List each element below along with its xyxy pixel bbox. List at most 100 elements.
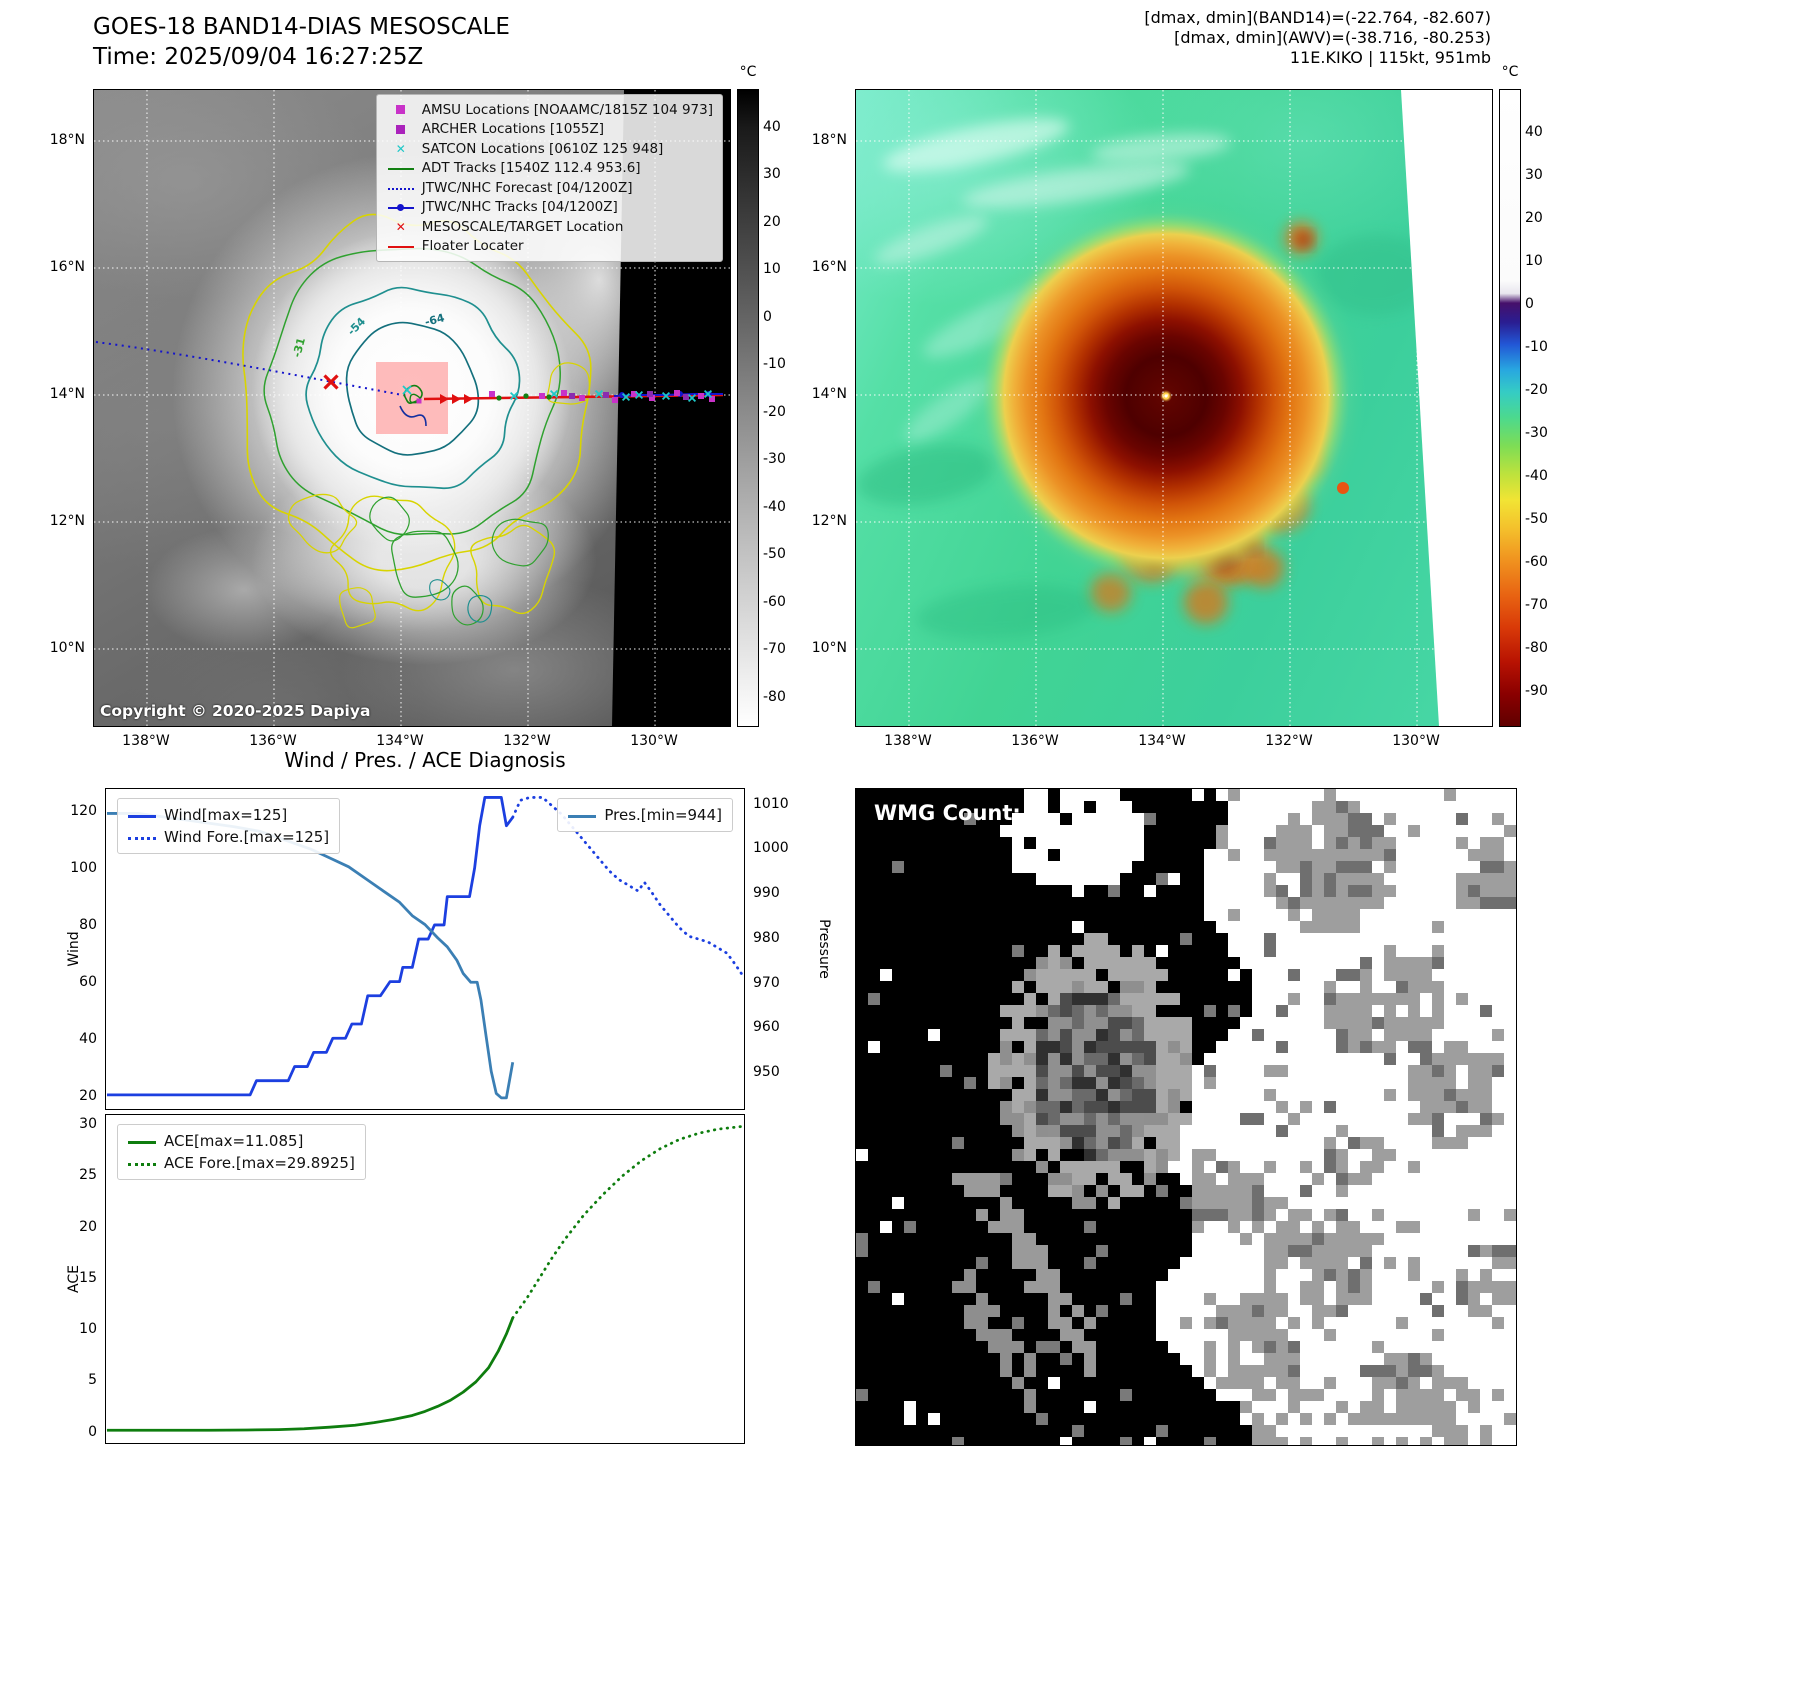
lon-tick-label: 138°W — [122, 733, 170, 749]
wmg-count-label: WMG Count: 0 — [874, 801, 1043, 825]
awv-satellite-map — [855, 89, 1493, 727]
y-axis-tick-label: 0 — [88, 1423, 97, 1440]
legend-entry: Wind[max=125] — [128, 804, 329, 826]
colorbar-tick-label: -50 — [763, 546, 786, 563]
colorbar-tick-label: -60 — [1525, 553, 1548, 570]
colorbar-tick-label: -30 — [1525, 424, 1548, 441]
lon-tick-label: 132°W — [1265, 733, 1313, 749]
dmax-dmin-awv: [dmax, dmin](AWV)=(-38.716, -80.253) — [1174, 28, 1491, 47]
wind-axis-label: Wind — [66, 931, 82, 967]
band14-title: GOES-18 BAND14-DIAS MESOSCALE — [93, 14, 510, 40]
lon-tick-label: 130°W — [1392, 733, 1440, 749]
y-axis-tick-label: 1010 — [753, 795, 789, 812]
colorbar-tick-label: -50 — [1525, 510, 1548, 527]
colorbar-tick-label: -40 — [763, 498, 786, 515]
legend-item-label: AMSU Locations [NOAAMC/1815Z 104 973] — [421, 101, 713, 118]
legend-item: JTWC/NHC Tracks [04/1200Z] — [386, 198, 713, 218]
legend-entry: Wind Fore.[max=125] — [128, 826, 329, 848]
y-axis-tick-label: 5 — [88, 1372, 97, 1389]
x-marker-icon: ✕ — [395, 141, 406, 156]
square-marker-icon — [386, 103, 416, 117]
line-swatch-icon — [128, 814, 156, 818]
lon-tick-label: 138°W — [884, 733, 932, 749]
legend-item: ✕ MESOSCALE/TARGET Location — [386, 217, 713, 237]
copyright-watermark: Copyright © 2020-2025 Dapiya — [100, 702, 371, 720]
colorbar-tick-label: -20 — [1525, 381, 1548, 398]
ace-legend: ACE[max=11.085] ACE Fore.[max=29.8925] — [117, 1124, 366, 1180]
colorbar-tick-label: 20 — [763, 213, 781, 230]
legend-entry-label: Wind[max=125] — [164, 806, 288, 824]
colorbar-tick-label: -70 — [1525, 596, 1548, 613]
legend-entry: ACE[max=11.085] — [128, 1130, 355, 1152]
band14-time: Time: 2025/09/04 16:27:25Z — [93, 44, 424, 70]
lat-tick-label: 10°N — [811, 640, 847, 657]
wmg-microwave-panel: WMG Count: 0 — [855, 788, 1517, 1446]
legend-item: Floater Locater — [386, 237, 713, 257]
legend-entry-label: ACE Fore.[max=29.8925] — [164, 1154, 355, 1172]
lon-tick-label: 136°W — [1011, 733, 1059, 749]
colorbar-tick-label: 30 — [1525, 166, 1543, 183]
lat-tick-label: 14°N — [49, 386, 85, 403]
y-axis-tick-label: 80 — [79, 916, 97, 933]
awv-colorbar-unit: °C — [1501, 64, 1519, 80]
pressure-legend: Pres.[min=944] — [557, 798, 733, 832]
x-marker-icon: ✕ — [395, 219, 406, 234]
lon-tick-label: 134°W — [376, 733, 424, 749]
colorbar-tick-label: -70 — [763, 641, 786, 658]
ace-axis-label: ACE — [66, 1265, 82, 1293]
y-axis-tick-label: 1000 — [753, 840, 789, 857]
lat-tick-label: 14°N — [811, 386, 847, 403]
lat-tick-label: 18°N — [49, 132, 85, 148]
legend-item-label: JTWC/NHC Forecast [04/1200Z] — [421, 179, 633, 196]
svg-text:-31: -31 — [290, 336, 308, 359]
rainbow-colorbar-gradient — [1500, 90, 1520, 726]
line-swatch-icon — [128, 1140, 156, 1144]
y-axis-tick-label: 30 — [79, 1116, 97, 1133]
legend-item: JTWC/NHC Forecast [04/1200Z] — [386, 178, 713, 198]
y-axis-tick-label: 970 — [753, 974, 780, 991]
wmg-pixel-image — [856, 789, 1516, 1445]
diagnosis-title: Wind / Pres. / ACE Diagnosis — [284, 748, 566, 772]
grayscale-colorbar-gradient — [738, 90, 758, 726]
square-marker-icon — [386, 122, 416, 136]
lon-tick-label: 130°W — [630, 733, 678, 749]
dmax-dmin-band14: [dmax, dmin](BAND14)=(-22.764, -82.607) — [1144, 8, 1491, 27]
y-axis-tick-label: 120 — [70, 802, 97, 819]
band14-colorbar — [737, 89, 759, 727]
lon-tick-label: 134°W — [1138, 733, 1186, 749]
line-swatch-icon — [568, 814, 597, 818]
colorbar-tick-label: -10 — [763, 356, 786, 373]
colorbar-tick-label: 30 — [763, 166, 781, 183]
colorbar-tick-label: -20 — [763, 403, 786, 420]
colorbar-tick-label: -30 — [763, 451, 786, 468]
y-axis-tick-label: 990 — [753, 885, 780, 902]
svg-text:-64: -64 — [423, 311, 446, 329]
y-axis-tick-label: 10 — [79, 1321, 97, 1338]
lat-tick-label: 18°N — [811, 132, 847, 148]
band14-colorb­ar-unit: °C — [739, 64, 757, 80]
dotted-line-swatch-icon — [128, 836, 156, 840]
legend-item-label: ADT Tracks [1540Z 112.4 953.6] — [421, 160, 641, 177]
colorbar-tick-label: 10 — [1525, 252, 1543, 269]
awv-header: [dmax, dmin](BAND14)=(-22.764, -82.607) … — [1000, 8, 1491, 68]
line-marker-icon — [386, 161, 416, 175]
lat-tick-label: 12°N — [811, 513, 847, 530]
storm-id-intensity: 11E.KIKO | 115kt, 951mb — [1289, 48, 1491, 67]
colorbar-tick-label: 40 — [1525, 123, 1543, 140]
legend-item-label: SATCON Locations [0610Z 125 948] — [421, 140, 664, 157]
colorbar-tick-label: -40 — [1525, 467, 1548, 484]
y-axis-tick-label: 980 — [753, 929, 780, 946]
line-dot-marker-icon — [386, 200, 416, 214]
legend-item: ARCHER Locations [1055Z] — [386, 120, 713, 140]
colorbar-tick-label: -80 — [763, 688, 786, 705]
legend-entry: ACE Fore.[max=29.8925] — [128, 1152, 355, 1174]
legend-item-label: MESOSCALE/TARGET Location — [421, 218, 624, 235]
y-axis-tick-label: 950 — [753, 1063, 780, 1080]
legend-item: AMSU Locations [NOAAMC/1815Z 104 973] — [386, 100, 713, 120]
y-axis-tick-label: 960 — [753, 1019, 780, 1036]
dotted-line-swatch-icon — [128, 1162, 156, 1166]
y-axis-tick-label: 40 — [79, 1030, 97, 1047]
y-axis-tick-label: 15 — [79, 1269, 97, 1286]
legend-entry-label: ACE[max=11.085] — [164, 1132, 304, 1150]
